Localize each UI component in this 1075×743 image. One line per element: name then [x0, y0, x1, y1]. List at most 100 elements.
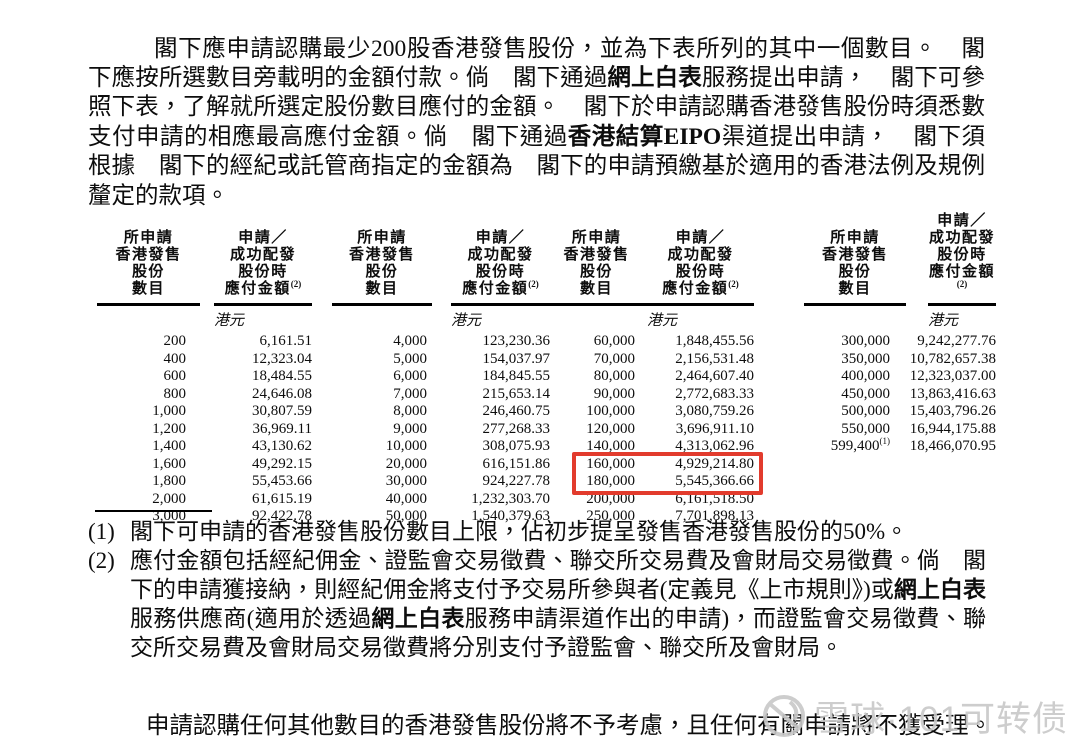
application-table: 所申請 香港發售 股份 數目 申請／ 成功配發 股份時 應付金額(2) 所申請 香港… — [95, 213, 996, 526]
table-row: 2,000 61,615.19 40,000 1,232,303.70 200,000 6… — [95, 491, 996, 509]
shares-header: 所申請 香港發售 股份 數目 — [754, 213, 906, 306]
shares-cell: 3,000 — [152, 508, 186, 524]
shares-cell — [754, 491, 890, 509]
footnote-2: (2) 應付金額包括經紀佣金、證監會交易徵費、聯交所交易費及會財局交易徵費。倘 … — [88, 546, 986, 662]
currency-row: 港元 港元 港元 港元 — [95, 306, 996, 333]
amount-cell: 246,460.75 — [482, 403, 551, 419]
shares-cell — [754, 473, 890, 491]
shares-cell: 160,000 — [586, 455, 635, 472]
amount-cell: 123,230.36 — [482, 333, 551, 349]
amount-cell: 12,323,037.00 — [909, 368, 996, 384]
amount-cell: 184,845.55 — [482, 368, 551, 384]
amount-cell: 3,696,911.10 — [675, 420, 754, 437]
amount-cell: 24,646.08 — [252, 385, 312, 402]
amount-cell — [890, 473, 996, 491]
shares-cell: 60,000 — [593, 333, 635, 349]
currency-label: 港元 — [928, 313, 959, 329]
shares-cell: 50,000 — [385, 508, 427, 524]
amount-cell: 15,403,796.26 — [909, 403, 996, 419]
amount-header: 申請／ 成功配發 股份時 應付金額(2) — [186, 213, 312, 306]
currency-label: 港元 — [647, 313, 678, 329]
shares-cell: 1,800 — [152, 473, 186, 489]
amount-cell: 616,151.86 — [482, 455, 551, 472]
table-row: 800 24,646.08 7,000 215,653.14 90,000 2,772,6… — [95, 385, 997, 404]
table-row: 1,600 49,292.15 20,000 616,151.86 160,000 4,9… — [95, 456, 996, 474]
amount-cell: 2,464,607.40 — [675, 368, 754, 384]
amount-cell: 9,242,277.76 — [917, 333, 996, 349]
footnote-text: 閣下可申請的香港發售股份數目上限，佔初步提呈發售香港發售股份的50%。 — [130, 519, 909, 544]
amount-cell: 924,227.78 — [482, 473, 551, 489]
amount-cell: 10,782,657.38 — [909, 350, 996, 367]
shares-cell: 250,000 — [586, 508, 635, 524]
amount-cell: 2,772,683.33 — [675, 385, 754, 402]
snowball-logo-icon — [760, 690, 808, 743]
shares-header: 所申請 香港發售 股份 數目 — [546, 213, 647, 306]
shares-cell: 1,000 — [152, 403, 186, 419]
watermark: 雪球·101可转债 — [760, 690, 1068, 743]
shares-cell: 10,000 — [385, 438, 427, 454]
table-row: 3,000 92,422.78 50,000 1,540,379.63 250,000 7… — [95, 508, 996, 526]
table-header-row: 所申請 香港發售 股份 數目 申請／ 成功配發 股份時 應付金額(2) 所申請 香港… — [95, 213, 996, 306]
closing-paragraph: 申請認購任何其他數目的香港發售股份將不予考慮，且任何有關申請將不獲受理。 — [146, 712, 992, 739]
shares-cell: 800 — [163, 385, 187, 402]
amount-cell: 5,545,366.66 — [675, 473, 754, 489]
shares-cell: 4,000 — [393, 333, 427, 349]
amount-header: 申請／ 成功配發 股份時 應付金額(2) — [635, 213, 754, 306]
shares-cell: 2,000 — [152, 490, 186, 507]
shares-cell: 350,000 — [841, 350, 890, 367]
amount-cell: 4,929,214.80 — [675, 455, 754, 472]
shares-header: 所申請 香港發售 股份 數目 — [95, 213, 200, 306]
shares-cell: 5,000 — [393, 350, 427, 367]
amount-cell: 92,422.78 — [252, 508, 312, 524]
currency-label: 港元 — [451, 313, 482, 329]
shares-cell: 200 — [163, 333, 187, 349]
amount-cell: 55,453.66 — [252, 473, 312, 489]
amount-cell: 16,944,175.88 — [909, 420, 996, 437]
shares-cell: 400,000 — [841, 368, 890, 384]
shares-cell: 1,200 — [152, 420, 186, 437]
shares-cell: 30,000 — [385, 473, 427, 489]
intro-paragraph: 閣下應申請認購最少200股香港發售股份，並為下表所列的其中一個數目。 閣下應按所… — [88, 35, 986, 209]
shares-cell: 500,000 — [841, 403, 890, 419]
shares-cell: 450,000 — [841, 385, 890, 402]
amount-cell — [890, 491, 996, 509]
currency-label: 港元 — [214, 313, 245, 329]
footnote-rule — [95, 510, 212, 512]
amount-header: 申請／ 成功配發 股份時 應付金額(2) — [427, 213, 550, 306]
amount-cell: 36,969.11 — [252, 420, 312, 437]
table-row: 200 6,161.51 4,000 123,230.36 60,000 1,848,45… — [95, 333, 997, 351]
shares-cell — [754, 456, 890, 474]
table-row: 1,000 30,807.59 8,000 246,460.75 100,000 3,08… — [95, 403, 996, 421]
table-area: 所申請 香港發售 股份 數目 申請／ 成功配發 股份時 應付金額(2) 所申請 香港… — [95, 213, 996, 526]
amount-cell: 4,313,062.96 — [675, 438, 754, 454]
amount-cell: 12,323.04 — [252, 350, 312, 367]
footnote-label: (1) — [88, 519, 115, 544]
amount-cell: 277,268.33 — [482, 420, 551, 437]
shares-cell: 80,000 — [593, 368, 635, 384]
amount-cell: 18,466,070.95 — [909, 438, 996, 454]
footnote-label: (2) — [88, 548, 115, 573]
table-body: 200 6,161.51 4,000 123,230.36 60,000 1,848,45… — [95, 333, 996, 526]
shares-cell: 400 — [163, 350, 187, 367]
table-row: 600 18,484.55 6,000 184,845.55 80,000 2,464,6… — [95, 368, 997, 386]
amount-cell: 1,540,379.63 — [471, 508, 550, 524]
amount-cell: 13,863,416.63 — [909, 385, 996, 402]
amount-cell: 6,161.51 — [259, 333, 313, 349]
shares-cell: 6,000 — [393, 368, 427, 384]
shares-cell: 140,000 — [586, 438, 635, 454]
shares-cell: 100,000 — [586, 403, 635, 419]
amount-cell: 3,080,759.26 — [675, 403, 754, 419]
shares-cell: 120,000 — [586, 420, 635, 437]
amount-cell: 215,653.14 — [482, 385, 551, 402]
shares-cell: 180,000 — [586, 473, 635, 489]
shares-cell: 550,000 — [841, 420, 890, 437]
amount-cell: 43,130.62 — [252, 438, 312, 454]
amount-cell: 6,161,518.50 — [675, 490, 754, 507]
amount-cell: 2,156,531.48 — [675, 350, 754, 367]
shares-cell: 20,000 — [385, 455, 427, 472]
shares-cell: 7,000 — [393, 385, 427, 402]
shares-cell: 9,000 — [393, 420, 427, 437]
amount-cell: 30,807.59 — [252, 403, 312, 419]
table-row: 1,400 43,130.62 10,000 308,075.93 140,000 4,3… — [95, 437, 996, 456]
